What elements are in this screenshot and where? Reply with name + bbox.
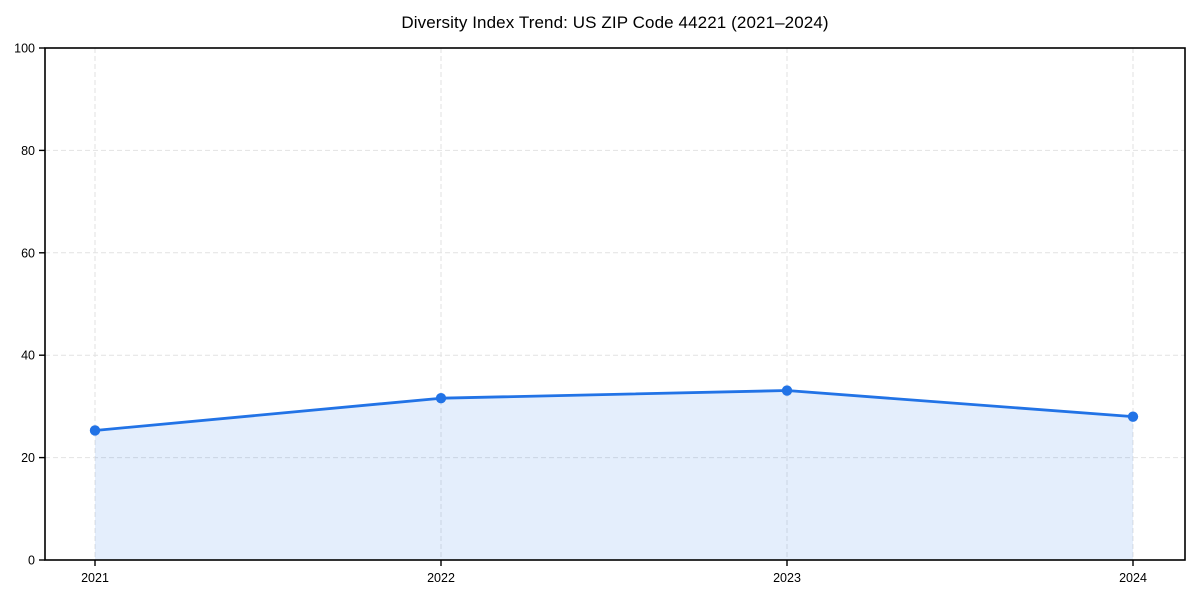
- chart-title: Diversity Index Trend: US ZIP Code 44221…: [401, 13, 829, 32]
- series-area-fill: [95, 390, 1133, 560]
- y-tick-label: 100: [14, 42, 35, 56]
- y-tick-label: 60: [21, 246, 35, 260]
- x-tick-label: 2023: [773, 571, 801, 585]
- x-tick-label: 2024: [1119, 571, 1147, 585]
- y-tick-label: 40: [21, 349, 35, 363]
- x-tick-label: 2022: [427, 571, 455, 585]
- y-tick-label: 0: [28, 554, 35, 568]
- y-tick-label: 80: [21, 144, 35, 158]
- series-line: [93, 389, 1135, 432]
- y-tick-label: 20: [21, 451, 35, 465]
- data-point-marker: [781, 385, 793, 396]
- plot-frame: [44, 47, 1186, 561]
- data-point-marker: [89, 425, 101, 436]
- x-tick-label: 2021: [81, 571, 109, 585]
- data-point-marker: [435, 393, 447, 404]
- data-point-marker: [1127, 411, 1139, 422]
